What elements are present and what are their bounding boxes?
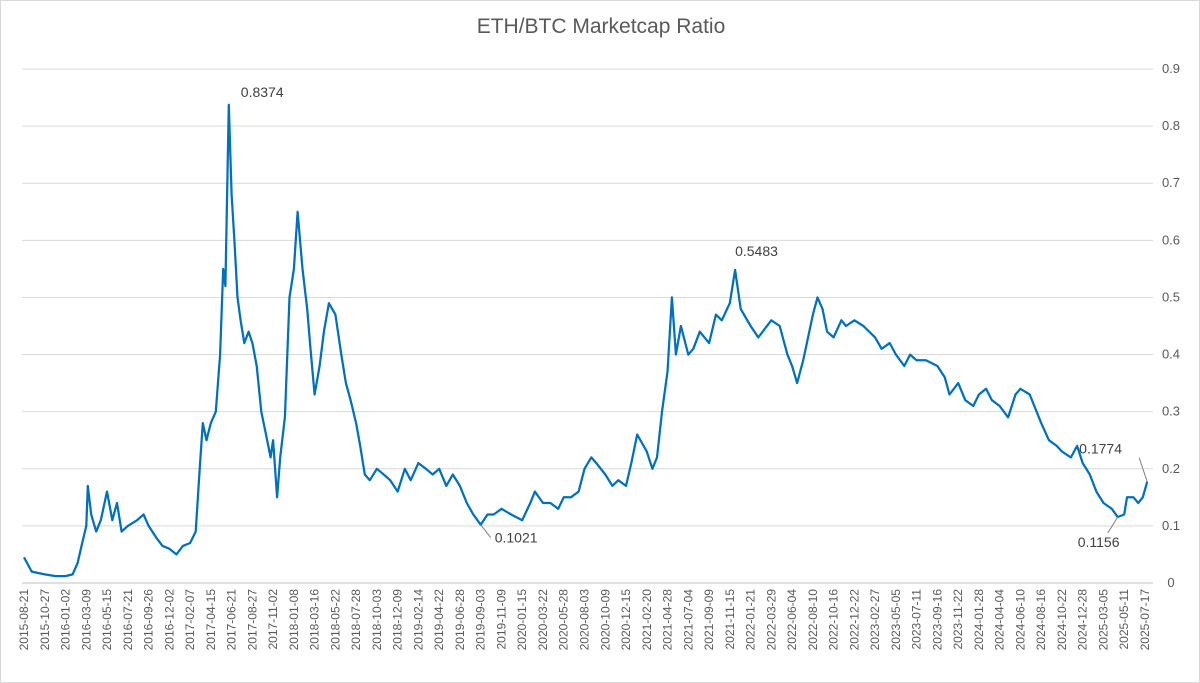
x-tick-label: 2016-09-26 [142, 589, 156, 651]
x-tick-label: 2024-10-22 [1055, 589, 1069, 651]
x-tick-label: 2016-05-15 [100, 589, 114, 651]
x-tick-label: 2023-07-11 [910, 589, 924, 650]
data-label-leader [480, 524, 492, 538]
x-tick-label: 2020-01-15 [515, 589, 529, 651]
x-tick-label: 2019-02-14 [411, 589, 425, 651]
x-tick-label: 2022-01-21 [744, 589, 758, 651]
x-tick-label: 2024-04-04 [993, 589, 1007, 651]
x-tick-label: 2022-10-16 [827, 589, 841, 651]
x-tick-label: 2021-02-20 [640, 589, 654, 651]
chart-title: ETH/BTC Marketcap Ratio [476, 15, 726, 38]
x-tick-label: 2021-04-28 [661, 589, 675, 651]
data-label: 0.1156 [1078, 534, 1120, 550]
x-tick-label: 2017-02-07 [183, 589, 197, 651]
data-label-leader [1138, 457, 1148, 482]
x-tick-label: 2022-06-04 [785, 589, 799, 651]
x-tick-label: 2020-03-22 [536, 589, 550, 651]
x-tick-label: 2016-07-21 [121, 589, 135, 651]
x-tick-label: 2025-03-05 [1096, 589, 1110, 651]
x-tick-label: 2019-04-22 [432, 589, 446, 651]
x-tick-label: 2018-01-08 [287, 589, 301, 651]
x-tick-label: 2024-12-28 [1076, 589, 1090, 651]
x-tick-label: 2019-09-03 [474, 589, 488, 651]
x-tick-label: 2023-09-16 [930, 589, 944, 651]
x-tick-label: 2018-12-09 [391, 589, 405, 651]
x-tick-label: 2025-07-17 [1138, 589, 1152, 651]
y-tick-label: 0.2 [1162, 461, 1180, 476]
y-tick-label: 0.1 [1162, 518, 1180, 533]
y-tick-label: 0.7 [1162, 175, 1180, 190]
x-tick-label: 2018-07-28 [349, 589, 363, 651]
y-tick-label: 0 [1167, 575, 1174, 590]
x-tick-label: 2015-10-27 [38, 589, 52, 651]
data-label: 0.1021 [495, 530, 538, 546]
x-tick-label: 2025-05-11 [1117, 589, 1131, 650]
x-tick-label: 2020-05-28 [557, 589, 571, 651]
x-tick-label: 2022-03-29 [764, 589, 778, 651]
x-tick-label: 2020-08-03 [578, 589, 592, 651]
x-tick-label: 2018-03-16 [308, 589, 322, 651]
y-tick-label: 0.3 [1162, 404, 1180, 419]
x-tick-label: 2023-11-22 [951, 589, 965, 650]
series-line [23, 103, 1149, 578]
y-tick-label: 0.5 [1162, 289, 1180, 304]
x-tick-label: 2020-12-15 [619, 589, 633, 651]
x-tick-label: 2017-04-15 [204, 589, 218, 651]
x-tick-label: 2018-05-22 [328, 589, 342, 651]
x-tick-label: 2023-02-27 [868, 589, 882, 651]
x-tick-label: 2015-08-21 [17, 589, 31, 651]
y-tick-label: 0.4 [1162, 347, 1180, 362]
x-tick-label: 2017-06-21 [225, 589, 239, 651]
x-tick-label: 2022-08-10 [806, 589, 820, 651]
x-tick-label: 2024-06-10 [1013, 589, 1027, 651]
y-tick-label: 0.6 [1162, 232, 1180, 247]
x-tick-label: 2019-11-09 [494, 589, 508, 650]
x-tick-label: 2024-08-16 [1034, 589, 1048, 651]
x-tick-label: 2018-10-03 [370, 589, 384, 651]
x-tick-label: 2021-09-09 [702, 589, 716, 651]
x-tick-label: 2023-05-05 [889, 589, 903, 651]
x-tick-label: 2021-11-15 [723, 589, 737, 650]
x-tick-label: 2019-06-28 [453, 589, 467, 651]
data-label: 0.5483 [735, 243, 778, 259]
x-tick-label: 2024-01-28 [972, 589, 986, 651]
x-tick-label: 2016-01-02 [59, 589, 73, 651]
y-tick-label: 0.9 [1162, 61, 1180, 76]
data-label: 0.8374 [241, 84, 284, 100]
data-label: 0.1774 [1079, 441, 1122, 457]
x-tick-label: 2016-12-02 [162, 589, 176, 651]
y-tick-label: 0.8 [1162, 118, 1180, 133]
x-tick-label: 2016-03-09 [79, 589, 93, 651]
x-tick-label: 2017-08-27 [245, 589, 259, 651]
x-tick-label: 2021-07-04 [681, 589, 695, 651]
x-tick-label: 2017-11-02 [266, 589, 280, 650]
x-tick-label: 2022-12-22 [847, 589, 861, 651]
data-label-leader [1107, 516, 1119, 534]
x-tick-label: 2020-10-09 [598, 589, 612, 651]
